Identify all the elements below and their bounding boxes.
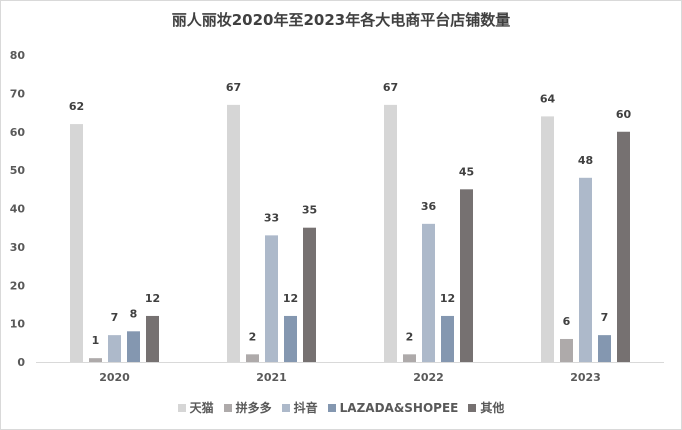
data-label: 48	[578, 154, 593, 167]
data-label: 62	[69, 100, 84, 113]
legend-swatch	[281, 403, 290, 412]
bar	[146, 315, 159, 362]
data-label: 2	[406, 330, 414, 343]
legend-label: 拼多多	[235, 401, 272, 415]
data-label: 36	[421, 200, 437, 213]
bar	[422, 223, 435, 362]
bar	[579, 177, 592, 362]
data-label: 2	[249, 330, 257, 343]
data-label: 64	[540, 92, 556, 105]
y-tick-label: 30	[10, 241, 26, 254]
x-tick-label: 2022	[413, 371, 444, 384]
bar	[127, 331, 140, 362]
legend-item: 抖音	[281, 399, 318, 416]
chart-legend: 天猫 拼多多 抖音 LAZADA&SHOPEE 其他	[1, 399, 681, 416]
y-tick-label: 70	[10, 87, 26, 100]
y-tick-label: 0	[17, 356, 25, 369]
data-label: 33	[264, 211, 279, 224]
bar	[70, 124, 83, 362]
bar	[441, 315, 454, 362]
data-label: 67	[226, 81, 241, 94]
y-tick-label: 10	[10, 318, 26, 331]
bar	[303, 227, 316, 362]
data-label: 35	[302, 204, 317, 217]
bar	[403, 354, 416, 362]
legend-label: 其他	[480, 401, 505, 415]
data-label: 1	[92, 334, 100, 347]
bar	[227, 104, 240, 362]
bar	[541, 116, 554, 363]
y-tick-label: 60	[10, 126, 26, 139]
legend-item: LAZADA&SHOPEE	[327, 400, 459, 415]
legend-swatch	[468, 403, 477, 412]
data-label: 8	[130, 307, 138, 320]
data-label: 67	[383, 81, 398, 94]
bar	[617, 131, 630, 362]
bar	[560, 338, 573, 362]
legend-label: LAZADA&SHOPEE	[339, 400, 459, 415]
data-label: 7	[111, 311, 119, 324]
data-label: 12	[283, 292, 298, 305]
legend-swatch	[223, 403, 232, 412]
y-tick-label: 80	[10, 49, 26, 62]
bar	[384, 104, 397, 362]
data-label: 6	[563, 315, 571, 328]
legend-item: 其他	[468, 399, 504, 416]
x-tick-label: 2020	[99, 371, 130, 384]
legend-swatch	[327, 403, 336, 412]
chart-title: 丽人丽妆2020年至2023年各大电商平台店铺数量	[171, 11, 511, 29]
bar	[89, 358, 102, 362]
bar	[108, 335, 121, 362]
data-label: 12	[145, 292, 160, 305]
bar	[246, 354, 259, 362]
legend-label: 抖音	[293, 401, 318, 415]
y-tick-label: 50	[10, 164, 26, 177]
x-tick-label: 2023	[570, 371, 601, 384]
legend-swatch	[177, 403, 186, 412]
legend-item: 天猫	[177, 399, 214, 416]
legend-label: 天猫	[189, 401, 214, 415]
bar	[284, 315, 297, 362]
data-label: 60	[616, 108, 632, 121]
data-label: 45	[459, 165, 474, 178]
legend-item: 拼多多	[223, 399, 272, 416]
y-tick-label: 20	[10, 279, 26, 292]
bar	[598, 335, 611, 362]
data-label: 12	[440, 292, 455, 305]
bar	[265, 235, 278, 362]
x-tick-label: 2021	[256, 371, 287, 384]
data-label: 7	[601, 311, 609, 324]
bar	[460, 189, 473, 362]
y-tick-label: 40	[10, 203, 26, 216]
